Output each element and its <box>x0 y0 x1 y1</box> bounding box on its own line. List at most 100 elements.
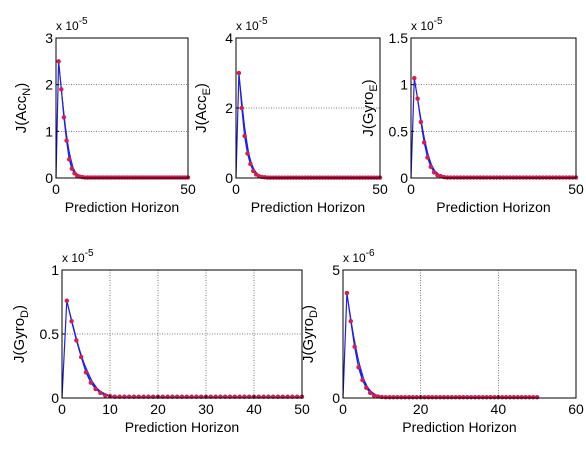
data-point <box>69 318 74 324</box>
y-tick-label: 0 <box>225 170 233 186</box>
y-tick-label: 1 <box>45 123 53 139</box>
x-tick-label: 0 <box>232 181 240 197</box>
y-tick-label: 0.5 <box>40 326 60 342</box>
multiplier-exponent: -5 <box>79 16 88 27</box>
x-tick-label: 0 <box>58 401 66 417</box>
data-point <box>371 393 377 398</box>
y-tick-label: 0 <box>45 170 53 186</box>
data-point <box>503 394 509 400</box>
data-point <box>431 170 437 175</box>
data-point <box>472 394 478 400</box>
series-fan-line <box>420 121 432 167</box>
y-tick-label: 0 <box>51 390 59 406</box>
data-point <box>348 318 354 324</box>
x-tick-label: 20 <box>150 401 166 417</box>
axes-box <box>342 269 577 399</box>
x-axis-label: Prediction Horizon <box>125 419 239 435</box>
data-point <box>402 394 408 400</box>
y-tick-label: 4 <box>225 30 233 46</box>
data-point <box>360 377 365 383</box>
data-point <box>425 155 430 160</box>
data-point <box>236 70 242 76</box>
y-label-subscript: N <box>21 88 33 96</box>
y-label-subscript: D <box>308 310 320 318</box>
data-point <box>523 394 528 400</box>
data-point <box>445 394 451 400</box>
data-point <box>428 164 434 170</box>
y-tick-label: 3 <box>45 30 53 46</box>
x-tick-label: 40 <box>491 401 507 417</box>
y-label-subscript: E <box>368 84 380 91</box>
data-point <box>457 394 462 400</box>
y-label-close: ) <box>193 83 210 88</box>
series-line <box>410 78 576 179</box>
y-label-close: ) <box>11 305 28 310</box>
x-tick-label: 0 <box>52 181 60 197</box>
data-point <box>352 344 357 350</box>
data-point <box>59 87 64 92</box>
multiplier-exponent: -5 <box>85 248 94 259</box>
data-point <box>367 390 373 396</box>
data-point <box>476 394 482 400</box>
y-tick-label: 0 <box>400 170 408 186</box>
multiplier-exponent: -6 <box>366 248 375 259</box>
x-tick-label: 60 <box>568 401 584 417</box>
data-point <box>98 390 103 396</box>
y-tick-label: 1.5 <box>389 30 409 46</box>
x-tick-label: 20 <box>413 401 429 417</box>
y-label-main: J(Acc <box>13 95 30 133</box>
data-point <box>433 394 439 400</box>
data-point <box>426 394 431 400</box>
y-axis-label: J(GyroE) <box>360 79 380 136</box>
data-point <box>78 354 84 360</box>
y-axis-label: J(GyroD) <box>300 305 320 363</box>
axis-multiplier: x 10-6 <box>343 248 375 265</box>
data-point <box>245 151 250 156</box>
data-point <box>531 394 536 400</box>
data-point <box>468 394 474 400</box>
data-point <box>391 394 396 400</box>
y-label-subscript: D <box>19 310 31 318</box>
data-point <box>399 394 404 400</box>
data-point <box>418 119 424 125</box>
x-axis-label: Prediction Horizon <box>436 199 550 215</box>
data-point <box>515 394 520 400</box>
y-axis-label: J(AccN) <box>13 83 33 133</box>
data-point <box>422 394 427 400</box>
y-tick-label: 2 <box>225 100 233 116</box>
data-point <box>415 96 420 101</box>
multiplier-base: x 10 <box>411 19 434 33</box>
data-point <box>480 394 486 400</box>
data-point <box>449 394 454 400</box>
data-point <box>69 166 75 171</box>
multiplier-base: x 10 <box>56 19 79 33</box>
y-axis-label: J(GyroD) <box>11 305 31 363</box>
x-tick-label: 0 <box>339 401 347 417</box>
axes-box <box>410 37 577 179</box>
data-point <box>93 386 98 392</box>
y-tick-label: 0 <box>332 390 340 406</box>
data-point <box>507 394 513 400</box>
series-line <box>235 72 380 179</box>
data-point <box>534 394 540 400</box>
x-axis-label: Prediction Horizon <box>251 199 365 215</box>
data-point <box>88 380 94 385</box>
data-point <box>387 394 392 400</box>
x-tick-label: 10 <box>102 401 118 417</box>
subplot-4: 0 10 20 30 40 50 0 0.5 1x 10-5 Prediction Horizon… <box>11 248 310 435</box>
x-axis-label: Prediction Horizon <box>65 199 179 215</box>
series-fan-line <box>80 356 97 390</box>
y-tick-label: 1 <box>51 262 59 278</box>
data-point <box>56 59 61 64</box>
data-point <box>410 394 416 400</box>
x-tick-label: 50 <box>294 401 310 417</box>
x-tick-label: 50 <box>180 181 196 197</box>
series-fan-line <box>100 392 115 398</box>
y-label-main: J(Gyro <box>360 92 377 137</box>
data-point <box>453 394 458 400</box>
data-point <box>461 394 466 400</box>
data-point <box>519 394 524 400</box>
axis-multiplier: x 10-5 <box>56 16 88 33</box>
data-point <box>356 365 361 370</box>
